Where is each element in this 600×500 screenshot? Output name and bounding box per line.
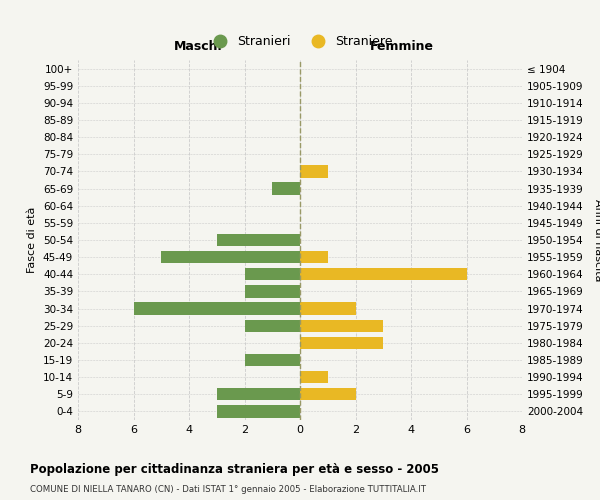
Bar: [300, 166, 328, 177]
Text: Maschi: Maschi: [173, 40, 222, 53]
Text: Popolazione per cittadinanza straniera per età e sesso - 2005: Popolazione per cittadinanza straniera p…: [30, 462, 439, 475]
Bar: [300, 251, 328, 264]
Y-axis label: Anni di nascita: Anni di nascita: [593, 198, 600, 281]
Bar: [133, 302, 300, 314]
Bar: [300, 302, 355, 314]
Bar: [245, 268, 300, 280]
Text: Femmine: Femmine: [370, 40, 434, 53]
Bar: [217, 406, 300, 417]
Text: COMUNE DI NIELLA TANARO (CN) - Dati ISTAT 1° gennaio 2005 - Elaborazione TUTTITA: COMUNE DI NIELLA TANARO (CN) - Dati ISTA…: [30, 485, 426, 494]
Bar: [300, 268, 467, 280]
Bar: [272, 182, 300, 194]
Y-axis label: Fasce di età: Fasce di età: [28, 207, 37, 273]
Bar: [300, 388, 355, 400]
Bar: [300, 371, 328, 384]
Bar: [217, 234, 300, 246]
Bar: [300, 336, 383, 349]
Bar: [217, 388, 300, 400]
Bar: [245, 286, 300, 298]
Bar: [245, 320, 300, 332]
Bar: [245, 354, 300, 366]
Legend: Stranieri, Straniere: Stranieri, Straniere: [202, 30, 398, 53]
Bar: [161, 251, 300, 264]
Bar: [300, 320, 383, 332]
